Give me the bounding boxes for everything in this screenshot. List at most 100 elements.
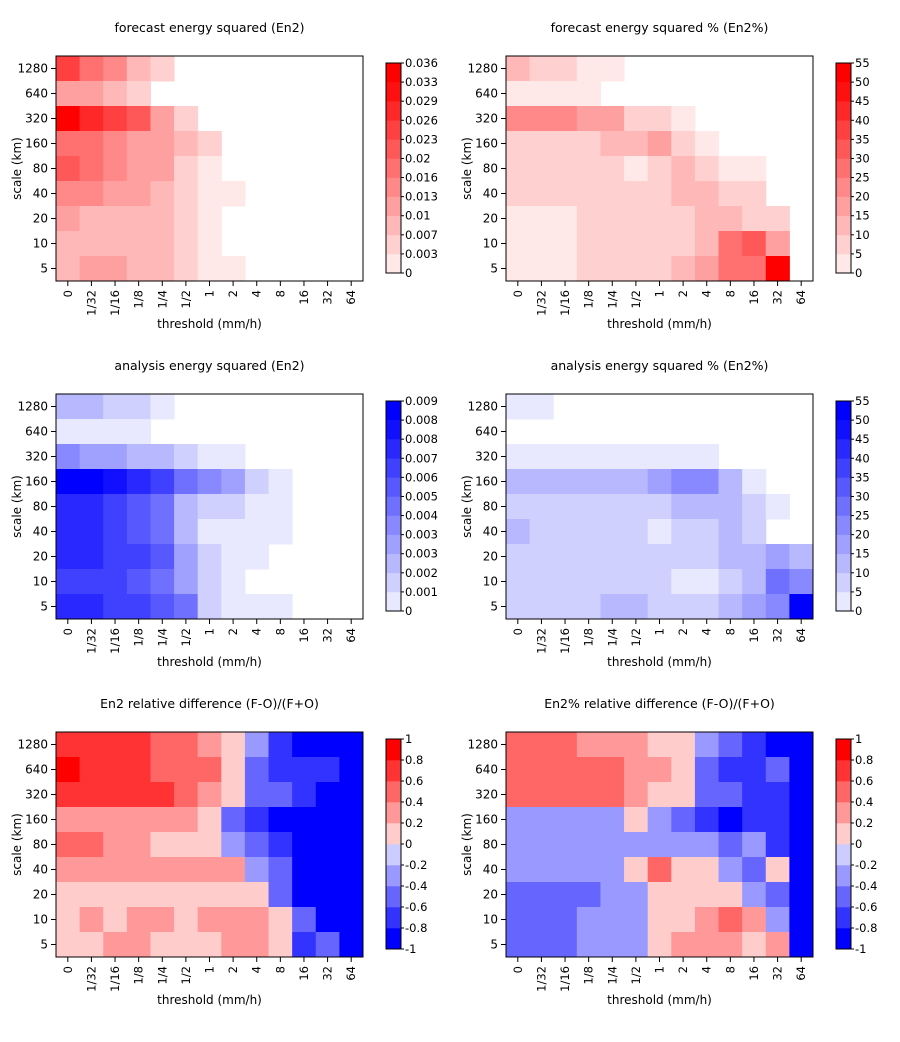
heatmap-cell: [506, 494, 531, 520]
heatmap-cell: [694, 569, 720, 595]
heatmap-cell: [150, 544, 175, 570]
heatmap-cell: [103, 832, 128, 858]
heatmap-cell: [150, 569, 175, 595]
heatmap-cell: [126, 832, 151, 858]
heatmap-cell: [126, 932, 151, 958]
heatmap-cell: [79, 494, 104, 520]
heatmap-cell: [624, 757, 649, 783]
heatmap-cell: [79, 419, 104, 445]
heatmap-cell: [600, 857, 625, 883]
colorbar-label: 35: [855, 132, 870, 146]
x-axis-label: threshold (mm/h): [157, 655, 262, 669]
y-tick-label: 20: [483, 550, 498, 564]
heatmap-cell: [600, 832, 625, 858]
heatmap-cell: [315, 807, 340, 833]
heatmap-cell: [339, 832, 364, 858]
x-tick-label: 1/32: [84, 290, 98, 316]
heatmap-cell: [197, 469, 222, 495]
heatmap-cell: [79, 932, 104, 958]
heatmap-cell: [553, 732, 578, 758]
heatmap-cell: [56, 807, 81, 833]
colorbar-frame: [835, 62, 852, 274]
chart-title: forecast energy squared % (En2%): [551, 20, 769, 35]
heatmap-cell: [671, 256, 696, 282]
colorbar-swatch: [386, 420, 401, 440]
heatmap-cell: [103, 932, 128, 958]
colorbar-swatch: [386, 591, 401, 612]
colorbar-swatch: [836, 572, 851, 593]
heatmap-cell: [742, 594, 767, 620]
heatmap-cell: [197, 256, 222, 282]
heatmap-cell: [789, 594, 814, 620]
heatmap-cell: [600, 444, 625, 470]
x-tick-label: 1/4: [155, 966, 169, 985]
heatmap-cell: [718, 544, 743, 570]
heatmap-cell: [647, 131, 672, 157]
heatmap-cell: [553, 907, 578, 933]
heatmap-cell: [553, 757, 578, 783]
heatmap-cell: [671, 857, 696, 883]
heatmap-cell: [742, 469, 767, 495]
colorbar-swatch: [836, 234, 851, 255]
heatmap-cell: [742, 807, 767, 833]
x-tick-label: 64: [344, 966, 358, 981]
x-tick-label: 2: [676, 966, 690, 973]
heatmap-cell: [79, 206, 104, 232]
colorbar-swatch: [386, 196, 401, 217]
colorbar-label: 5: [855, 247, 862, 261]
heatmap-cell: [79, 757, 104, 783]
heatmap-cell: [79, 56, 104, 82]
heatmap-cell: [103, 782, 128, 808]
heatmap-cell: [56, 394, 81, 420]
heatmap-cell: [56, 882, 81, 908]
y-tick-label: 5: [40, 938, 48, 952]
heatmap-cell: [126, 757, 151, 783]
heatmap-cell: [529, 782, 554, 808]
heatmap-cell: [506, 469, 531, 495]
heatmap-cell: [292, 832, 317, 858]
heatmap-cell: [221, 181, 246, 207]
heatmap-cell: [553, 156, 578, 182]
colorbar-label: -0.4: [405, 879, 427, 893]
heatmap-cell: [79, 81, 104, 107]
heatmap-cell: [694, 594, 720, 620]
heatmap-cell: [103, 106, 128, 132]
chart-title: En2% relative difference (F-O)/(F+O): [544, 696, 775, 711]
colorbar-label: 0.029: [405, 94, 438, 108]
y-tick-label: 640: [25, 763, 48, 777]
heatmap-cell: [197, 156, 222, 182]
heatmap-cell: [221, 832, 246, 858]
heatmap-cell: [553, 782, 578, 808]
heatmap-cell: [529, 56, 554, 82]
heatmap-cell: [647, 181, 672, 207]
heatmap-cell: [789, 807, 814, 833]
heatmap-cell: [600, 519, 625, 545]
heatmap-cell: [600, 494, 625, 520]
heatmap-cell: [221, 807, 246, 833]
heatmap-cell: [244, 807, 270, 833]
heatmap-cell: [268, 732, 293, 758]
heatmap-cell: [529, 882, 554, 908]
x-tick-label: 1: [203, 290, 217, 297]
heatmap-cell: [789, 907, 814, 933]
heatmap-cell: [56, 56, 81, 82]
heatmap-cell: [765, 494, 790, 520]
x-tick-label: 8: [723, 290, 737, 297]
heatmap-cell: [126, 569, 151, 595]
y-tick-label: 1280: [467, 400, 498, 414]
y-tick-label: 160: [25, 475, 48, 489]
colorbar-label: 0.4: [405, 795, 423, 809]
heatmap-cell: [268, 857, 293, 883]
colorbar-label: 0.2: [405, 816, 423, 830]
heatmap-cell: [765, 544, 790, 570]
chart-title: analysis energy squared % (En2%): [551, 358, 769, 373]
x-tick-label: 0: [511, 628, 525, 635]
heatmap-cell: [197, 757, 222, 783]
colorbar-swatch: [386, 82, 401, 102]
heatmap-cell: [103, 494, 128, 520]
x-axis-label: threshold (mm/h): [607, 655, 712, 669]
heatmap-cell: [789, 882, 814, 908]
chart-title: analysis energy squared (En2): [114, 358, 304, 373]
heatmap-cell: [339, 932, 364, 958]
colorbar-label: 0.8: [405, 753, 423, 767]
